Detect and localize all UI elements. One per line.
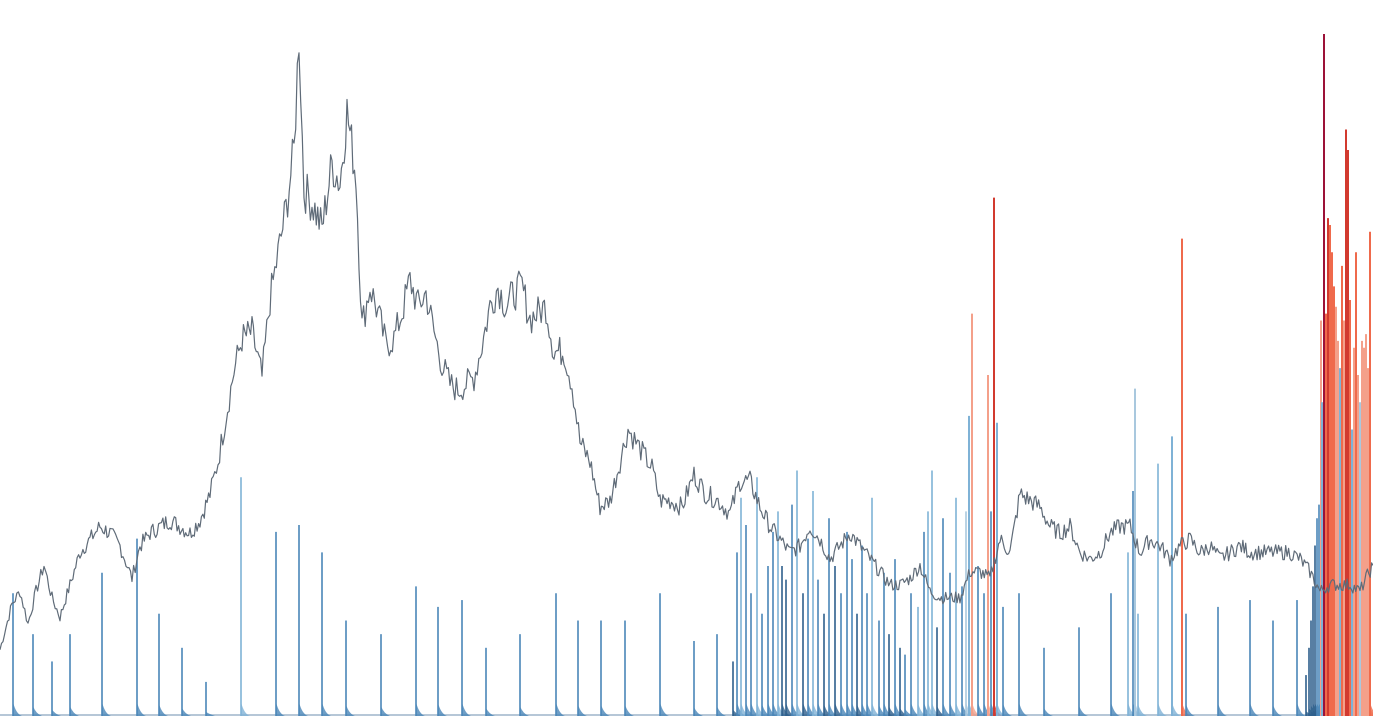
spike-tail [578,704,587,716]
spike-tail [782,702,791,716]
spike-tail [762,703,771,716]
spike-tail [1111,702,1120,716]
spike-tail [813,702,822,716]
spike-tail [879,704,888,716]
spike-tail [438,702,447,716]
spike-tail [928,702,937,716]
spike-tail [733,709,742,716]
line-layer [0,52,1373,650]
spike-tail [1218,702,1227,716]
spike-tail [70,706,79,716]
spike-tail [1044,707,1053,716]
spike-tail [824,703,833,716]
spike-tail [773,702,782,716]
spike-tail [52,709,61,716]
spike-tail [1079,705,1088,716]
spike-tail [381,706,390,716]
spike-tail [1297,702,1306,716]
baseline-strip [0,714,1373,716]
spike-tail [905,708,914,716]
spike-tail [829,702,838,716]
line-series [0,52,1373,650]
spike-tail [346,704,355,716]
spike-tail [835,702,844,716]
spike-tail [924,702,933,716]
spike-tail [768,702,777,716]
spike-tail [1019,702,1028,716]
spike-tail [803,702,812,716]
spike-tail [486,707,495,716]
spike-tail [972,702,981,716]
spike-tail [276,702,285,716]
spike-tail [943,702,952,716]
spike-tail [625,704,634,716]
spike-tail [962,702,971,716]
spike-tail [741,702,750,716]
spike-tail [717,706,726,716]
spike-tail [751,702,760,716]
spike-tail [900,707,909,716]
spike-tail [556,702,565,716]
spike-tail [13,702,22,716]
spike-tail [889,706,898,716]
spike-tail [694,706,703,716]
spike-tail [322,702,331,716]
spike-tail [778,702,787,716]
spike-tail [932,702,941,716]
spike-tail [241,702,250,716]
spike-tail [757,702,766,716]
spike-layer [0,34,1373,716]
spike-tail [911,702,920,716]
spike-tail [937,705,946,716]
spike-tail [1172,702,1181,716]
spike-tail [1003,702,1012,716]
spike-tail [520,706,529,716]
spike-tail [102,702,111,716]
spike-tail [1158,702,1167,716]
spike-tail [159,703,168,716]
spike-tail [1138,703,1147,716]
spike-tail [206,711,215,716]
spike-tail [950,702,959,716]
spike-tail [857,703,866,716]
spike-tail [746,702,755,716]
spike-tail [137,702,146,716]
spike-tail [847,702,856,716]
spike-tail [978,702,987,716]
spike-tail [895,702,904,716]
spike-tail [737,702,746,716]
spike-tail [1250,702,1259,716]
spike-tail [808,702,817,716]
spike-tail [416,702,425,716]
spike-tail [1273,704,1282,716]
spike-tail [601,704,610,716]
spike-tail [33,706,42,716]
spike-tail [1128,702,1137,716]
spike-tail [660,702,669,716]
spike-tail [797,702,806,716]
spike-tail [997,702,1006,716]
spike-tail [182,707,191,716]
spike-tail [462,702,471,716]
spike-tail [884,702,893,716]
spike-tail [786,702,795,716]
spike-tail [299,702,308,716]
spike-tail [956,702,965,716]
spike-tail [984,702,993,716]
spike-tail [852,702,861,716]
spike-tail [1182,702,1191,716]
spike-tail [1186,703,1195,716]
spike-tail [862,702,871,716]
spike-tail [818,702,827,716]
spike-tail [1370,702,1373,716]
spike-tail [841,702,850,716]
spike-tail [918,702,927,716]
spike-tail [872,702,881,716]
spike-tail [792,702,801,716]
spike-tail [867,702,876,716]
